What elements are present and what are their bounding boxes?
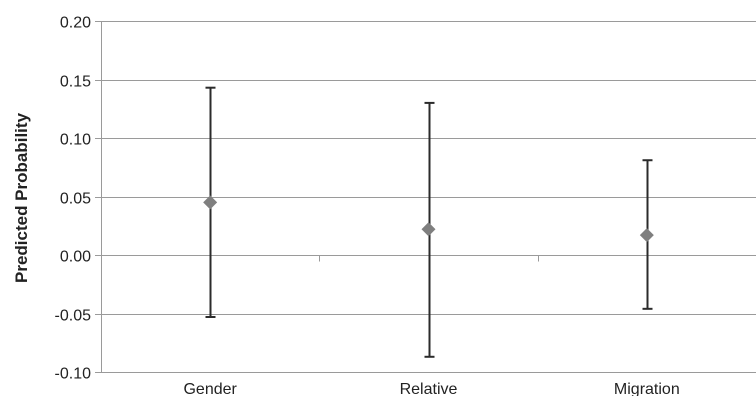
y-tick-label: -0.05 [55, 308, 92, 325]
y-tick-label: 0.20 [60, 15, 91, 32]
x-category-labels: Gender Relative Migration [183, 381, 679, 396]
y-tick-label: 0.05 [60, 191, 91, 208]
data-point-relative [421, 222, 436, 237]
y-tick-labels: -0.10 -0.05 0.00 0.05 0.10 0.15 0.20 [55, 15, 92, 383]
data-points [203, 195, 654, 243]
y-tick-label: 0.15 [60, 74, 91, 91]
y-tick-label: 0.00 [60, 249, 91, 266]
y-tick-label: -0.10 [55, 366, 92, 383]
data-point-migration [639, 228, 654, 243]
x-category-label: Relative [400, 381, 458, 396]
error-bars [205, 86, 653, 358]
y-tick-label: 0.10 [60, 132, 91, 149]
y-axis-title: Predicted Probability [12, 112, 31, 283]
axes [95, 21, 539, 373]
data-point-gender [203, 195, 218, 210]
x-category-label: Gender [183, 381, 237, 396]
x-category-label: Migration [614, 381, 680, 396]
